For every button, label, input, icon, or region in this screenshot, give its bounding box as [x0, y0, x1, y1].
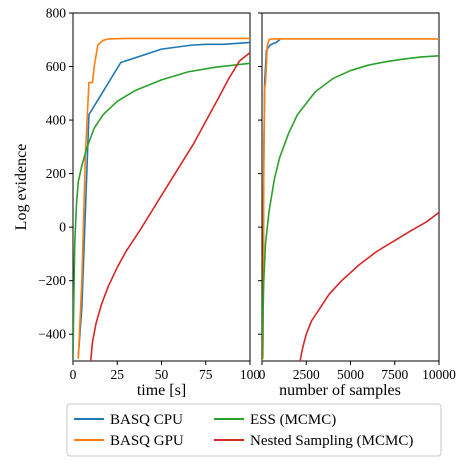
right-x-tick-label: 7500 — [381, 367, 408, 382]
legend-label-basq-gpu: BASQ GPU — [110, 433, 184, 449]
right-series-nested-sampling-mcmc — [299, 211, 439, 361]
left-panel-time: 0 25 50 75 100 −400 −200 0 200 400 600 800 time [s… — [13, 6, 260, 400]
legend-box — [66, 403, 442, 457]
right-plot-frame — [261, 12, 440, 362]
right-y-ticks — [258, 12, 262, 335]
left-x-axis-title: time [s] — [137, 382, 186, 399]
right-panel-samples: 0 2500 5000 7500 10000 number of samples — [258, 12, 456, 399]
y-tick-label: 400 — [46, 113, 67, 128]
legend-label-basq-cpu: BASQ CPU — [110, 412, 183, 428]
left-x-tick-label: 0 — [70, 367, 77, 382]
left-series-nested-sampling-mcmc — [89, 51, 250, 361]
y-tick-label: 800 — [46, 6, 67, 21]
y-tick-label: 200 — [46, 166, 67, 181]
y-tick-label: −200 — [38, 273, 66, 288]
left-series-basq-cpu — [77, 41, 250, 357]
right-x-tick-label: 2500 — [293, 367, 320, 382]
left-x-ticks: 0 25 50 75 100 — [70, 361, 261, 382]
right-series-ess-mcmc — [262, 55, 439, 361]
y-tick-label: 600 — [46, 59, 67, 74]
left-series-ess-mcmc — [73, 62, 250, 361]
left-x-tick-label: 75 — [199, 367, 213, 382]
y-tick-label: −400 — [38, 327, 66, 342]
y-axis-title: Log evidence — [13, 144, 30, 231]
legend-label-ess: ESS (MCMC) — [250, 412, 336, 428]
legend: BASQ CPU ESS (MCMC) BASQ GPU Nested Samp… — [66, 403, 442, 457]
right-series-basq-gpu — [262, 38, 439, 360]
legend-label-nested-sampling: Nested Sampling (MCMC) — [250, 433, 413, 449]
left-y-ticks: −400 −200 0 200 400 600 800 — [38, 6, 73, 342]
right-x-tick-label: 0 — [259, 367, 266, 382]
right-x-tick-label: 5000 — [337, 367, 364, 382]
left-x-tick-label: 100 — [240, 367, 261, 382]
right-x-ticks: 0 2500 5000 7500 10000 — [259, 361, 456, 382]
right-x-tick-label: 10000 — [422, 367, 456, 382]
left-x-tick-label: 25 — [111, 367, 125, 382]
y-tick-label: 0 — [59, 220, 66, 235]
right-series-group — [262, 38, 439, 361]
left-series-basq-gpu — [77, 37, 250, 360]
left-x-tick-label: 50 — [155, 367, 169, 382]
right-x-axis-title: number of samples — [279, 382, 401, 399]
left-series-group — [73, 37, 250, 361]
